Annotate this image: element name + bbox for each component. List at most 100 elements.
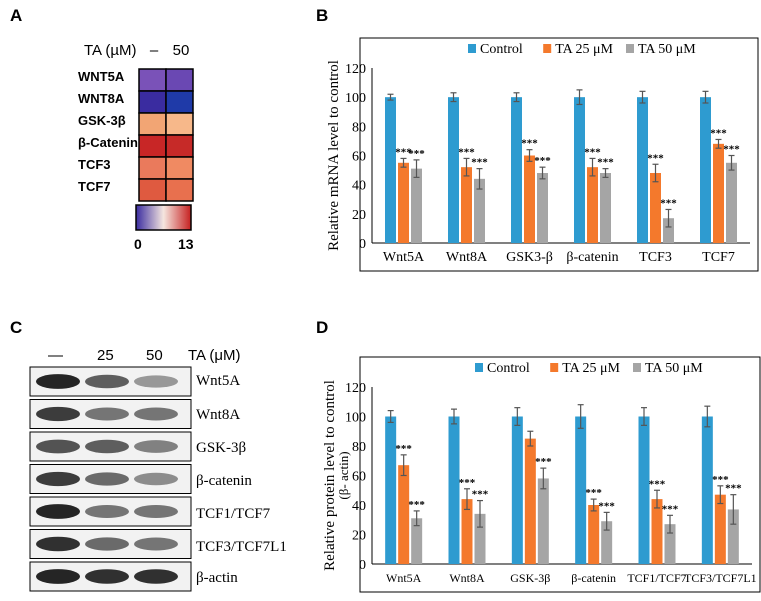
legend-swatch bbox=[633, 363, 641, 372]
bar bbox=[575, 416, 587, 564]
bar bbox=[600, 173, 611, 243]
bar bbox=[385, 416, 397, 564]
blot-treatment-label: TA (μM) bbox=[188, 347, 241, 364]
y-tick-label: 20 bbox=[352, 208, 366, 223]
bar bbox=[700, 97, 711, 244]
heatmap-row-label: WNT8A bbox=[78, 91, 125, 106]
x-tick-label: TCF3/TCF7L1 bbox=[684, 571, 757, 585]
x-tick-label: TCF3 bbox=[639, 250, 672, 265]
significance-label: *** bbox=[395, 443, 412, 455]
blot-protein-label: TCF3/TCF7L1 bbox=[196, 539, 287, 555]
blot-band bbox=[36, 471, 80, 487]
y-tick-label: 120 bbox=[345, 381, 366, 396]
heatmap-scale-min: 0 bbox=[134, 236, 142, 252]
significance-label: *** bbox=[597, 157, 614, 169]
significance-label: *** bbox=[408, 499, 425, 511]
bar bbox=[601, 521, 613, 564]
blot-band bbox=[85, 407, 129, 421]
y-axis-label-line: (β- actin) bbox=[336, 451, 351, 499]
y-tick-label: 120 bbox=[345, 62, 366, 77]
significance-label: *** bbox=[725, 483, 742, 495]
chart-frame bbox=[359, 37, 759, 272]
heatmap-cell bbox=[165, 178, 194, 202]
blot-band bbox=[36, 569, 80, 584]
heatmap-row-label: GSK-3β bbox=[78, 113, 126, 128]
bar bbox=[637, 97, 648, 244]
bar bbox=[587, 167, 598, 243]
y-axis-label: Relative protein level to control(β- act… bbox=[322, 380, 351, 571]
blot-band bbox=[134, 505, 178, 518]
bar bbox=[588, 505, 600, 564]
significance-label: *** bbox=[585, 487, 602, 499]
y-tick-label: 0 bbox=[359, 237, 366, 252]
bar bbox=[511, 416, 523, 564]
legend-label: Control bbox=[487, 361, 530, 376]
significance-label: *** bbox=[712, 474, 729, 486]
legend-swatch bbox=[543, 44, 552, 53]
bar bbox=[638, 416, 650, 564]
blot-band bbox=[134, 569, 178, 584]
blot-band bbox=[36, 374, 80, 389]
legend-swatch bbox=[550, 363, 559, 372]
blot-band bbox=[36, 406, 80, 422]
bar bbox=[574, 97, 585, 244]
legend-label: TA 50 μM bbox=[645, 361, 703, 376]
blot-protein-label: TCF1/TCF7 bbox=[196, 506, 271, 522]
bar bbox=[398, 465, 410, 564]
chart-frame bbox=[359, 356, 761, 593]
blot-protein-label: GSK-3β bbox=[196, 440, 247, 456]
bar bbox=[461, 167, 472, 243]
bar bbox=[713, 143, 724, 243]
bar bbox=[651, 499, 663, 564]
heatmap-color-scale bbox=[135, 204, 192, 231]
legend-label: Control bbox=[480, 42, 523, 57]
bar bbox=[448, 416, 460, 564]
heatmap-column-control: – bbox=[149, 42, 159, 59]
heatmap-header-label: TA (µM) bbox=[84, 42, 137, 59]
heatmap-row-label: β-Catenin bbox=[78, 135, 138, 150]
significance-label: *** bbox=[598, 500, 615, 512]
heatmap-scale-max: 13 bbox=[178, 236, 194, 252]
significance-label: *** bbox=[723, 144, 740, 156]
bar bbox=[398, 162, 409, 243]
significance-label: *** bbox=[710, 127, 727, 139]
bar bbox=[701, 416, 713, 564]
bar bbox=[664, 524, 676, 564]
bar bbox=[663, 218, 674, 243]
bar bbox=[474, 178, 485, 243]
legend-swatch bbox=[468, 44, 476, 53]
x-tick-label: Wnt8A bbox=[446, 250, 488, 265]
bar bbox=[474, 513, 486, 564]
y-tick-label: 100 bbox=[345, 91, 366, 106]
x-tick-label: Wnt5A bbox=[386, 571, 422, 585]
significance-label: *** bbox=[471, 157, 488, 169]
x-tick-label: β-catenin bbox=[566, 250, 618, 265]
x-tick-label: GSK-3β bbox=[510, 571, 550, 585]
blot-band bbox=[134, 472, 178, 486]
x-tick-label: TCF1/TCF7 bbox=[627, 571, 686, 585]
blot-band bbox=[134, 375, 178, 388]
blot-lane-label: — bbox=[48, 347, 63, 364]
significance-label: *** bbox=[458, 146, 475, 158]
y-tick-label: 100 bbox=[345, 411, 366, 426]
y-tick-label: 0 bbox=[359, 558, 366, 573]
y-tick-label: 60 bbox=[352, 470, 366, 485]
y-tick-label: 40 bbox=[352, 179, 366, 194]
y-tick-label: 60 bbox=[352, 150, 366, 165]
blot-band bbox=[134, 407, 178, 421]
blot-protein-label: β-actin bbox=[196, 570, 238, 586]
significance-label: *** bbox=[535, 456, 552, 468]
legend-swatch bbox=[475, 363, 483, 372]
bar bbox=[524, 438, 536, 564]
heatmap-row-label: WNT5A bbox=[78, 69, 125, 84]
blot-band bbox=[134, 440, 178, 453]
bar bbox=[411, 168, 422, 243]
x-tick-label: Wnt5A bbox=[383, 250, 425, 265]
blot-band bbox=[85, 439, 129, 454]
bar bbox=[448, 97, 459, 244]
y-axis-label: Relative mRNA level to control bbox=[326, 60, 342, 251]
